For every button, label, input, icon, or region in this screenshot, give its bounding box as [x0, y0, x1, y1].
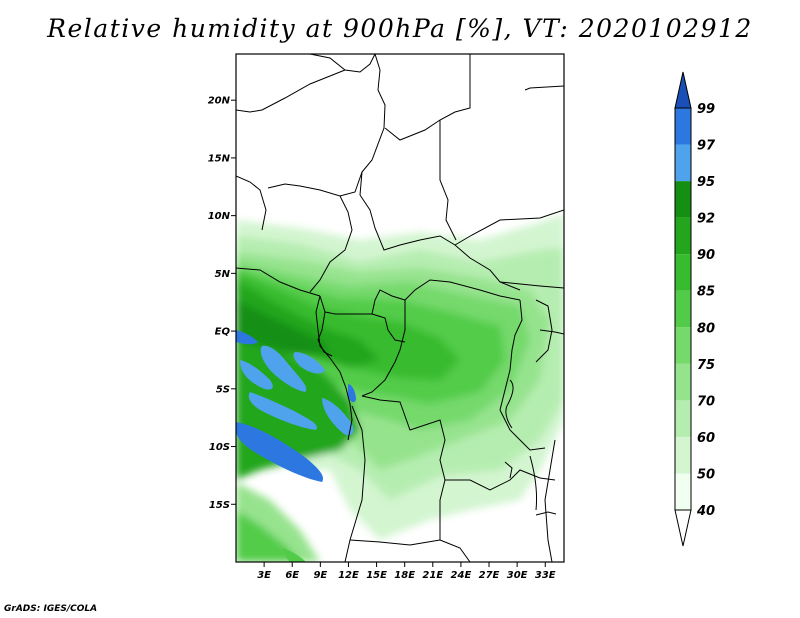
- lat-tick-label: 20N: [208, 96, 231, 107]
- colorbar-label: 75: [697, 358, 715, 373]
- lat-tick-label: 5N: [215, 269, 231, 280]
- lon-tick-label: 27E: [479, 570, 500, 581]
- lat-tick-label: 15N: [208, 153, 231, 164]
- colorbar-label: 50: [697, 467, 715, 482]
- longitude-axis: 3E 6E 9E 12E 15E 18E 21E 24E 27E 30E 33E: [257, 562, 556, 581]
- colorbar-label: 92: [697, 212, 715, 227]
- lat-tick-label: EQ: [215, 327, 231, 338]
- lon-tick-label: 3E: [257, 570, 271, 581]
- lon-tick-label: 24E: [451, 570, 472, 581]
- colorbar-segment: [675, 400, 691, 437]
- lon-tick-label: 18E: [394, 570, 415, 581]
- map-title: Relative humidity at 900hPa [%], VT: 202…: [47, 14, 753, 43]
- colorbar-min-arrow: [674, 509, 692, 547]
- map-frame: [235, 53, 565, 563]
- colorbar-max-arrow: [674, 71, 692, 109]
- colorbar-label: 99: [697, 102, 715, 117]
- colorbar: 40 50 60 70 75 80 85 90 92 95 97 99: [674, 71, 716, 547]
- saturated-areas: [236, 330, 356, 562]
- lon-tick-label: 33E: [535, 570, 556, 581]
- lon-tick-label: 21E: [422, 570, 443, 581]
- colorbar-label: 90: [697, 248, 715, 263]
- colorbar-segment: [675, 473, 691, 510]
- colorbar-segment: [675, 181, 691, 218]
- colorbar-label: 97: [697, 139, 716, 154]
- lon-tick-label: 12E: [338, 570, 359, 581]
- lat-tick-label: 5S: [216, 384, 230, 395]
- lon-tick-label: 15E: [366, 570, 387, 581]
- lon-tick-label: 30E: [507, 570, 528, 581]
- colorbar-segment: [675, 436, 691, 474]
- latitude-axis: 20N 15N 10N 5N EQ 5S 10S 15S: [208, 96, 236, 511]
- lon-tick-label: 9E: [313, 570, 327, 581]
- colorbar-label: 95: [697, 175, 715, 190]
- colorbar-frame: [674, 107, 692, 511]
- colorbar-segment: [675, 254, 691, 291]
- colorbar-label: 80: [697, 321, 715, 336]
- footer-credit: GrADS: IGES/COLA: [4, 604, 98, 614]
- lat-tick-label: 15S: [209, 500, 230, 511]
- colorbar-label: 40: [696, 504, 715, 519]
- country-borders: [236, 54, 564, 562]
- colorbar-label: 70: [697, 394, 715, 409]
- lat-tick-label: 10N: [208, 211, 231, 222]
- lat-tick-label: 10S: [209, 442, 230, 453]
- humidity-field: [236, 54, 564, 562]
- colorbar-label: 60: [697, 431, 715, 446]
- colorbar-segment: [675, 108, 691, 145]
- colorbar-segment: [675, 327, 691, 364]
- colorbar-label: 85: [697, 285, 715, 300]
- colorbar-segment: [675, 144, 691, 182]
- colorbar-segment: [675, 217, 691, 255]
- colorbar-segment: [675, 290, 691, 328]
- colorbar-segment: [675, 363, 691, 401]
- lon-tick-label: 6E: [285, 570, 299, 581]
